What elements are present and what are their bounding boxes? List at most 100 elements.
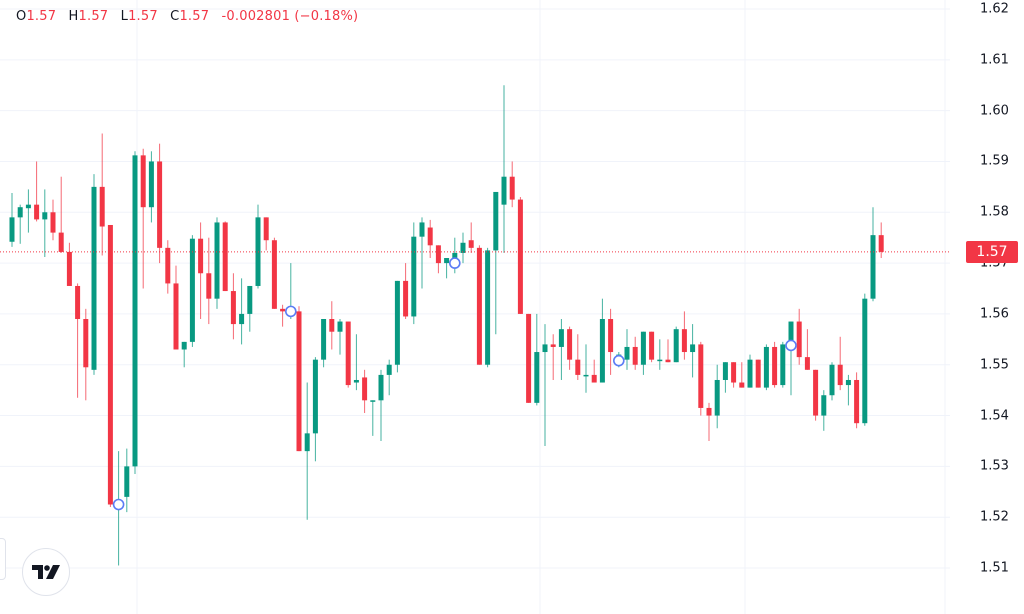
candle-body[interactable] (444, 258, 450, 264)
candle-body[interactable] (854, 379, 860, 424)
candle-body[interactable] (591, 374, 597, 383)
candle-body[interactable] (353, 379, 359, 383)
candle-body[interactable] (140, 155, 146, 208)
candle-body[interactable] (321, 319, 327, 360)
candle-body[interactable] (280, 308, 286, 312)
candle-body[interactable] (567, 329, 573, 360)
event-marker-icon[interactable] (785, 339, 797, 352)
candle-body[interactable] (312, 359, 318, 434)
candle-body[interactable] (673, 329, 679, 363)
candle-body[interactable] (165, 247, 171, 284)
candle-body[interactable] (755, 359, 761, 388)
candle-body[interactable] (608, 319, 614, 353)
candle-body[interactable] (599, 319, 605, 383)
candle-body[interactable] (427, 227, 433, 246)
candle-body[interactable] (640, 331, 646, 365)
candle-body[interactable] (690, 344, 696, 353)
candle-body[interactable] (198, 238, 204, 274)
candle-body[interactable] (878, 235, 884, 252)
candle-body[interactable] (345, 321, 351, 386)
candle-body[interactable] (271, 240, 277, 309)
candle-body[interactable] (739, 382, 745, 388)
candle-body[interactable] (362, 377, 368, 401)
candle-body[interactable] (829, 364, 835, 396)
candle-body[interactable] (796, 321, 802, 358)
candle-body[interactable] (157, 161, 163, 248)
candle-body[interactable] (468, 240, 474, 248)
candle-body[interactable] (124, 466, 130, 497)
candle-body[interactable] (189, 238, 195, 342)
candle-body[interactable] (501, 176, 507, 205)
candle-body[interactable] (632, 346, 638, 365)
candle-body[interactable] (681, 329, 687, 353)
candle-body[interactable] (460, 242, 466, 253)
candle-body[interactable] (493, 191, 499, 251)
candle-body[interactable] (263, 217, 269, 241)
candle-body[interactable] (50, 212, 56, 233)
candle-body[interactable] (435, 245, 441, 264)
event-marker-icon[interactable] (612, 354, 625, 367)
candle-body[interactable] (83, 319, 89, 368)
candle-body[interactable] (419, 222, 425, 237)
price-axis[interactable]: 1.62 1.61 1.60 1.59 1.58 1.57 1.56 1.55 1.54 1.53… (950, 0, 1024, 614)
candle-body[interactable] (804, 357, 810, 370)
candle-body[interactable] (862, 298, 868, 424)
candle-body[interactable] (173, 283, 179, 350)
candle-body[interactable] (722, 362, 728, 380)
candle-body[interactable] (222, 222, 228, 292)
candle-body[interactable] (9, 217, 15, 242)
candle-body[interactable] (206, 273, 212, 299)
candle-body[interactable] (42, 212, 48, 220)
candle-body[interactable] (698, 344, 704, 408)
candle-body[interactable] (378, 374, 384, 401)
candle-body[interactable] (214, 222, 220, 299)
event-marker-icon[interactable] (284, 305, 297, 318)
candle-body[interactable] (583, 374, 589, 377)
candle-body[interactable] (657, 359, 663, 362)
candle-body[interactable] (17, 207, 23, 218)
candle-body[interactable] (542, 344, 548, 353)
candle-body[interactable] (550, 344, 556, 347)
candle-body[interactable] (763, 346, 769, 388)
candle-body[interactable] (485, 250, 491, 365)
candle-body[interactable] (837, 364, 843, 386)
plot-area[interactable] (0, 0, 950, 614)
candle-body[interactable] (813, 369, 819, 416)
tradingview-logo[interactable] (22, 548, 70, 596)
candle-body[interactable] (714, 379, 720, 416)
candle-body[interactable] (34, 204, 40, 220)
candle-body[interactable] (25, 204, 31, 209)
candle-body[interactable] (304, 433, 310, 452)
candle-body[interactable] (731, 362, 737, 383)
candle-body[interactable] (337, 321, 343, 332)
candle-body[interactable] (575, 359, 581, 375)
candle-body[interactable] (509, 176, 515, 200)
candle-body[interactable] (845, 379, 851, 386)
left-panel-toggle[interactable] (0, 538, 6, 580)
candle-body[interactable] (526, 313, 532, 403)
candle-body[interactable] (394, 280, 400, 365)
candle-body[interactable] (296, 311, 302, 452)
candle-body[interactable] (747, 359, 753, 388)
candle-body[interactable] (386, 364, 392, 375)
candle-body[interactable] (181, 341, 187, 350)
candle-body[interactable] (230, 291, 236, 325)
candle-body[interactable] (411, 236, 417, 317)
candle-body[interactable] (558, 329, 564, 347)
candle-body[interactable] (870, 235, 876, 299)
event-marker-icon[interactable] (448, 257, 461, 269)
candle-body[interactable] (476, 247, 482, 365)
candle-body[interactable] (148, 161, 154, 208)
candle-body[interactable] (247, 285, 253, 314)
candle-body[interactable] (66, 251, 72, 286)
candle-body[interactable] (403, 280, 409, 317)
candle-body[interactable] (91, 186, 97, 370)
candle-body[interactable] (772, 346, 778, 386)
event-marker-icon[interactable] (112, 498, 125, 511)
candle-body[interactable] (132, 155, 138, 467)
candle-body[interactable] (329, 319, 335, 332)
candle-body[interactable] (706, 407, 712, 416)
candle-body[interactable] (58, 232, 64, 252)
candle-body[interactable] (665, 359, 671, 363)
